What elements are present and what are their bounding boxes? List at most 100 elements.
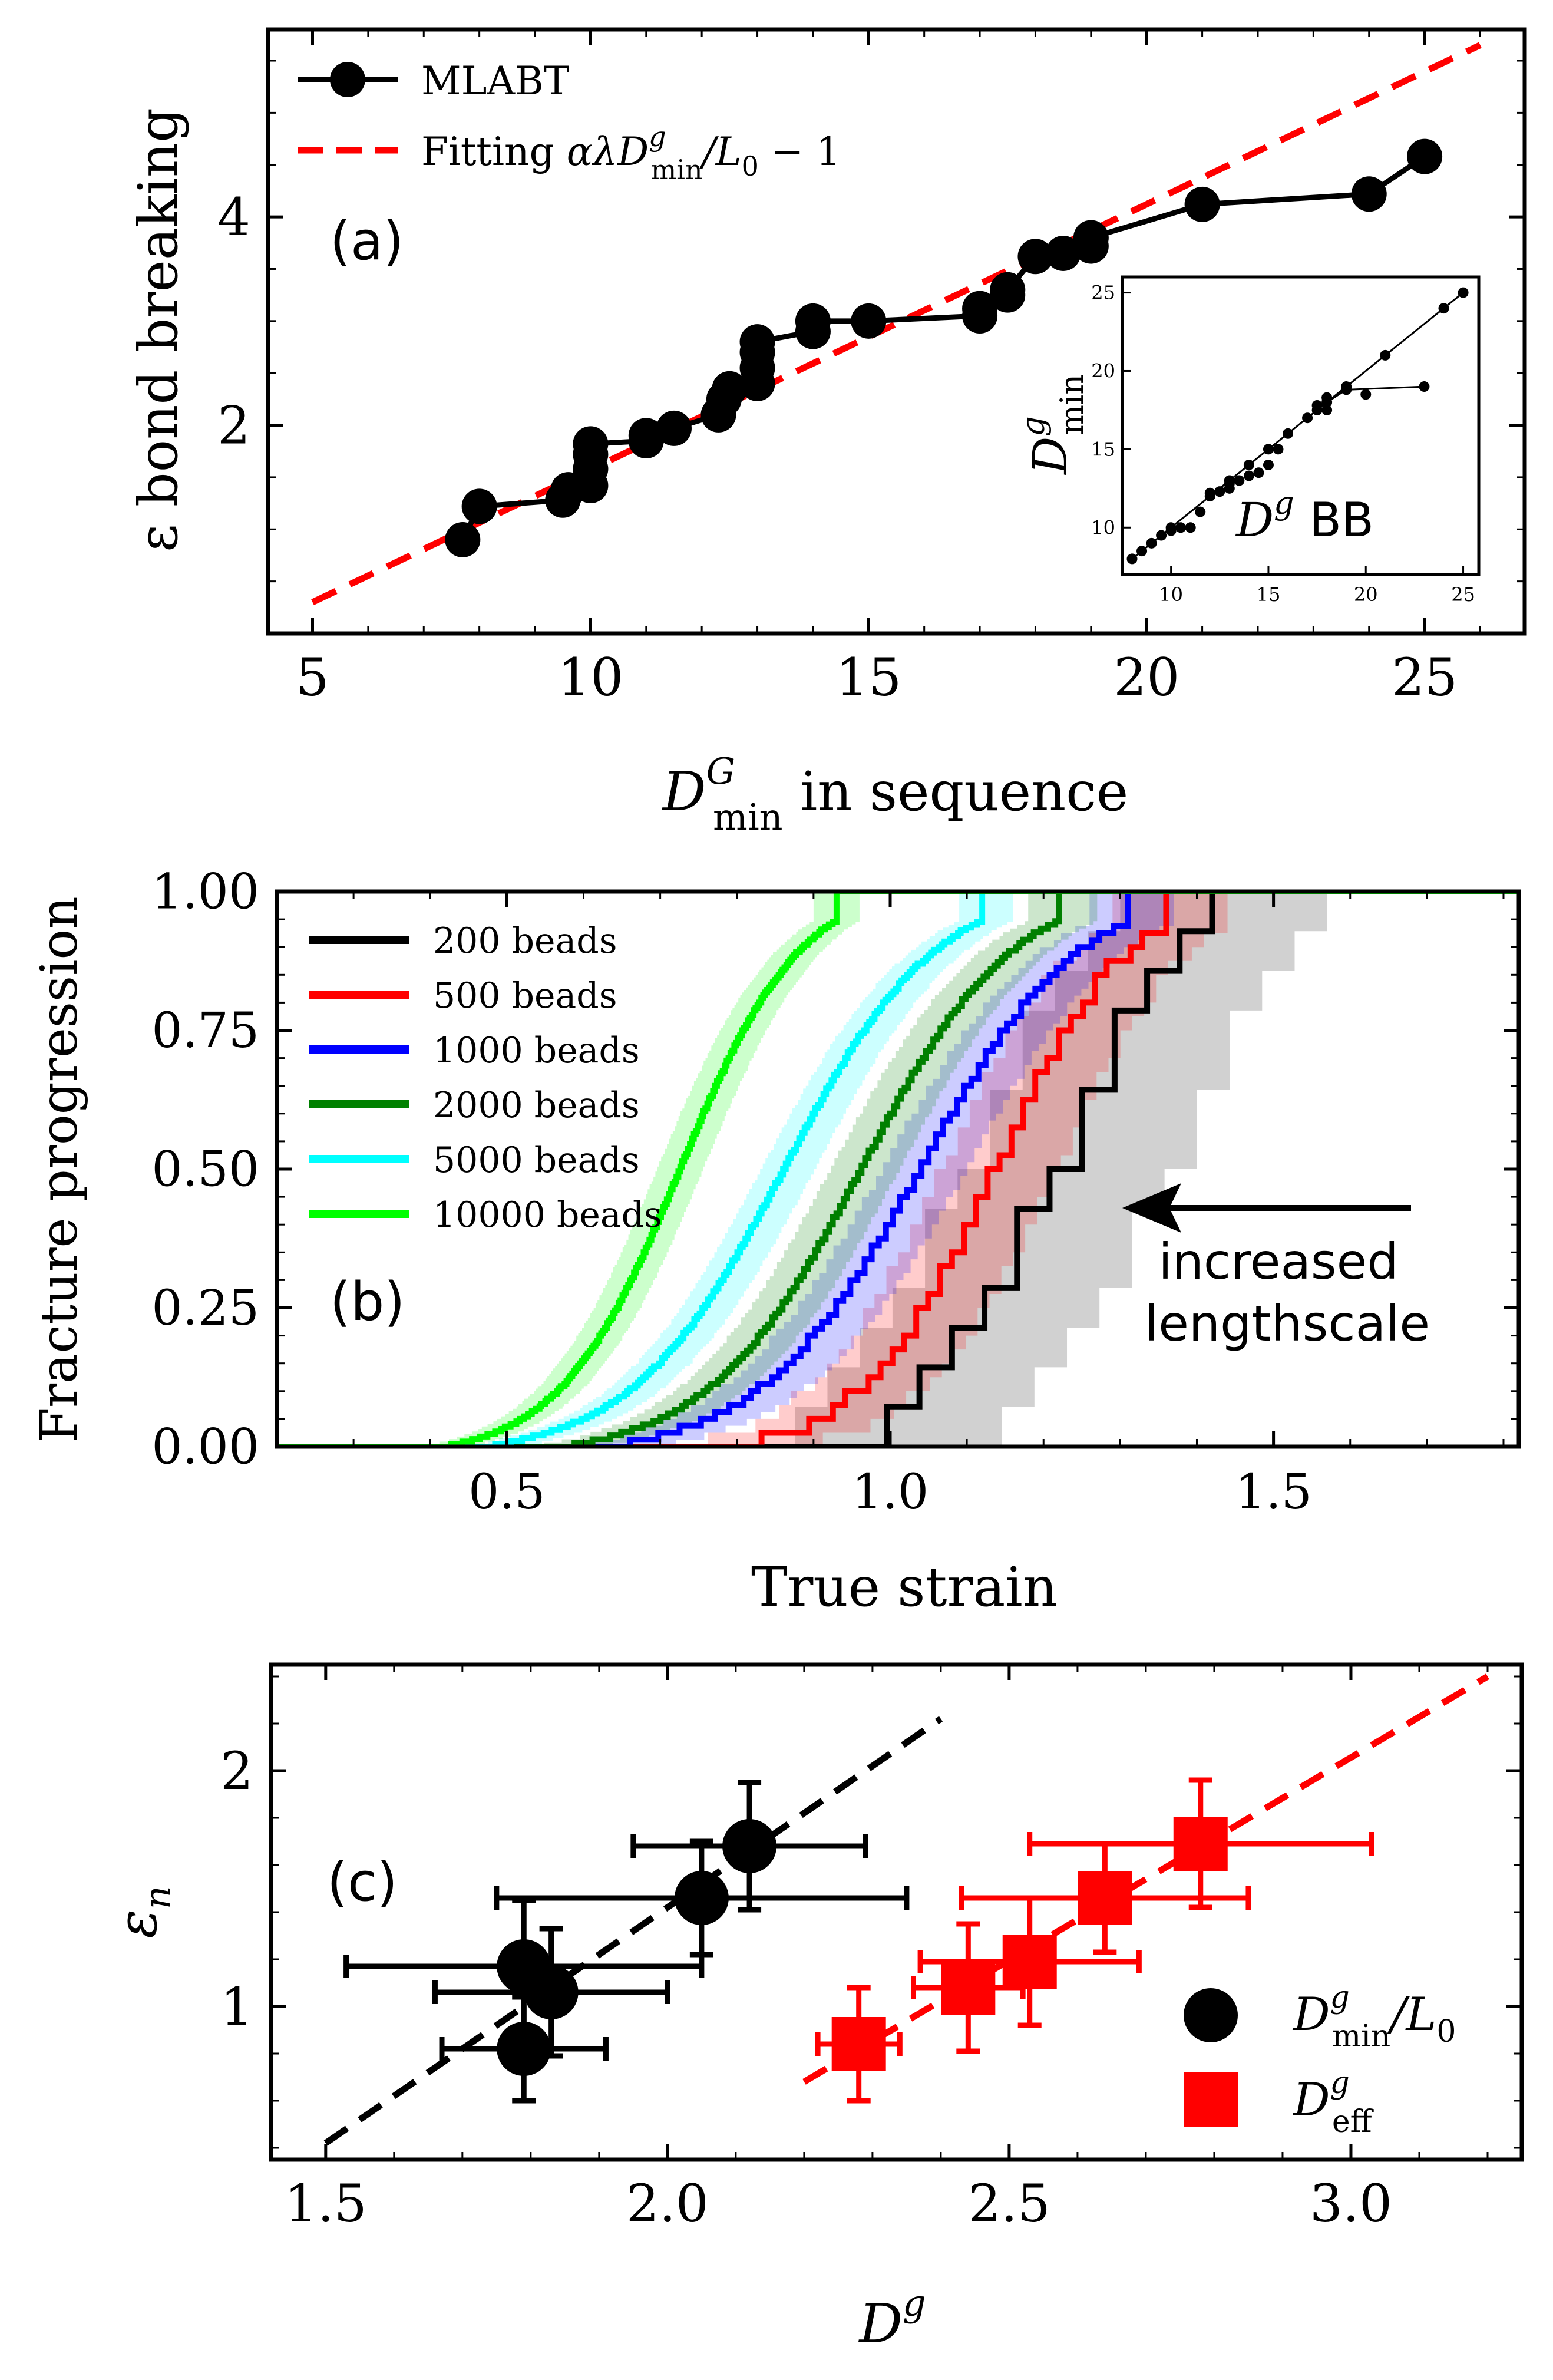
data-point-square [1078, 1871, 1132, 1925]
mlabt-point [851, 303, 887, 339]
panel-a-ytick-label: 4 [217, 187, 250, 247]
inset-point [1136, 546, 1148, 557]
inset-point [1302, 412, 1313, 424]
mlabt-point [445, 521, 481, 557]
xlabel-sub: min [713, 795, 783, 839]
legend-label-1000-beads: 1000 beads [433, 1030, 640, 1071]
panel-b-ylabel: Fracture progression [30, 896, 89, 1442]
inset-point [1283, 428, 1294, 439]
band-5000-beads [277, 892, 1519, 1447]
panel-a-xtick-label: 15 [835, 647, 901, 708]
legend-circle-label: Dg min/L0 [1292, 1980, 1456, 2054]
inset-ylabel: Dgmin [1015, 374, 1091, 476]
legend-fit-word: Fitting [421, 129, 567, 174]
xlabel-sup: G [706, 750, 736, 793]
annotation-text-line1: increased [1158, 1233, 1398, 1290]
panel-b-ytick-label: 0.25 [151, 1280, 259, 1336]
fit-dashed-line [311, 42, 1482, 605]
inset-ytick-label: 20 [1091, 359, 1115, 382]
panel-b-plot-area [277, 892, 1519, 1447]
inset-point [1360, 389, 1372, 400]
legend-circle-marker [1184, 1988, 1238, 2042]
panel-b-label: (b) [330, 1271, 405, 1333]
panel-b-ytick-label: 0.00 [151, 1420, 259, 1475]
panel-c-xtick-label: 1.5 [285, 2173, 367, 2234]
legend-c-main: D [1292, 1988, 1330, 2041]
inset-point [1263, 459, 1274, 470]
inset-point [1380, 349, 1391, 361]
mlabt-point [573, 426, 609, 462]
inset-ylabel-sup: g [1015, 416, 1052, 437]
xlabel-rest: in sequence [783, 760, 1129, 823]
inset-ylabel-main: D [1023, 437, 1078, 476]
panel-a-axes-frame [266, 27, 1527, 636]
legend-label-10000-beads: 10000 beads [433, 1194, 662, 1236]
panel-c-xtick-label: 2.5 [968, 2173, 1050, 2234]
legend-fit-sub: min [651, 154, 703, 186]
annotation-arrow-head [1122, 1183, 1181, 1233]
line-1000-beads [277, 892, 1519, 1447]
inset-point [1146, 537, 1157, 549]
inset-point [1165, 525, 1177, 536]
panel-c-ytick-label: 2 [220, 1741, 253, 1801]
legend-mlabt-label: MLABT [421, 58, 570, 104]
panel-b-ytick-label: 0.75 [151, 1003, 259, 1059]
mlabt-point [1073, 220, 1109, 256]
legend-fit-tail-sub: 0 [742, 150, 759, 182]
legend-fit-sup: g [649, 121, 666, 153]
band-1000-beads [277, 892, 1519, 1447]
band-200-beads [277, 892, 1519, 1447]
mlabt-point [1351, 176, 1387, 212]
inset-point [1273, 444, 1284, 455]
mlabt-point [1045, 235, 1081, 271]
inset-xlabel-sup: g [1274, 484, 1294, 521]
panel-b-ytick-label: 1.00 [151, 864, 259, 920]
legend-fit-tail-rest: − 1 [759, 129, 841, 174]
panel-a-xtick-label: 25 [1392, 647, 1458, 708]
line-2000-beads [277, 892, 1519, 1447]
inset-point [1234, 475, 1245, 486]
panel-c-xtick-label: 2.0 [626, 2173, 709, 2234]
panel-a-xtick-label: 10 [557, 647, 623, 708]
inset-xlabel: Dg BB [1235, 484, 1374, 547]
inset-point [1458, 287, 1469, 298]
mlabt-point [962, 291, 998, 326]
mlabt-point [1017, 239, 1053, 275]
inset-point [1214, 486, 1225, 497]
inset-point [1311, 400, 1323, 411]
panel-b-xtick-label: 0.5 [468, 1464, 545, 1520]
panel-b-xtick-label: 1.0 [852, 1464, 929, 1520]
mlabt-point [656, 410, 692, 446]
data-point-square [831, 2017, 886, 2071]
panel-c-ylabel: εn [106, 1886, 179, 1938]
fit-line-circle [323, 1716, 943, 2146]
legend-c-tail: /L [1386, 1988, 1436, 2041]
inset-point [1156, 530, 1167, 541]
legend-mlabt-marker [330, 62, 365, 97]
inset-point [1175, 522, 1187, 533]
inset-point [1243, 470, 1254, 481]
inset-point [1195, 506, 1206, 517]
annotation-text-line2: lengthscale [1145, 1295, 1430, 1352]
panel-a-xtick-label: 20 [1113, 647, 1179, 708]
legend-square-label: Dg eff [1292, 2065, 1374, 2140]
panel-b-xtick-label: 1.5 [1235, 1464, 1311, 1520]
panel-c-label: (c) [327, 1851, 398, 1913]
mlabt-point [1407, 138, 1443, 174]
band-500-beads [277, 892, 1519, 1447]
inset-xtick-label: 15 [1257, 583, 1281, 606]
legend-s-main: D [1292, 2074, 1330, 2127]
mlabt-point [628, 418, 664, 454]
inset-xtick-label: 25 [1451, 583, 1475, 606]
mlabt-point [739, 324, 775, 360]
data-point-circle [722, 1819, 777, 1873]
panel-a-label: (a) [330, 210, 404, 272]
inset-point [1419, 381, 1430, 392]
inset-point [1224, 483, 1235, 494]
legend-fit-tail: /L [699, 129, 742, 174]
inset-xlabel-main: D [1235, 493, 1274, 547]
inset-point [1341, 384, 1352, 395]
legend-c-sub: min [1332, 2019, 1390, 2054]
